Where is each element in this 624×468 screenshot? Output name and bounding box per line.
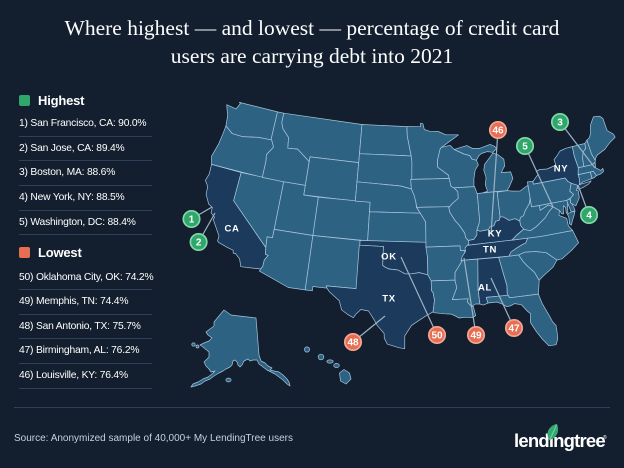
- svg-text:47: 47: [508, 324, 520, 335]
- svg-text:2: 2: [196, 238, 202, 249]
- svg-text:TN: TN: [483, 244, 497, 255]
- svg-text:50: 50: [431, 331, 443, 342]
- svg-text:®: ®: [603, 434, 607, 441]
- svg-text:3: 3: [557, 118, 563, 129]
- svg-text:NY: NY: [554, 163, 569, 174]
- svg-text:1: 1: [189, 215, 195, 226]
- svg-text:AL: AL: [478, 282, 492, 293]
- svg-text:lendingtree: lendingtree: [514, 430, 605, 451]
- svg-text:5: 5: [522, 142, 528, 153]
- svg-text:4: 4: [586, 211, 592, 222]
- svg-text:49: 49: [470, 331, 482, 342]
- svg-text:CA: CA: [224, 223, 239, 234]
- svg-text:KY: KY: [488, 228, 503, 239]
- svg-text:46: 46: [492, 126, 504, 137]
- svg-text:OK: OK: [381, 251, 397, 262]
- svg-text:TX: TX: [382, 293, 396, 304]
- svg-text:48: 48: [347, 338, 359, 349]
